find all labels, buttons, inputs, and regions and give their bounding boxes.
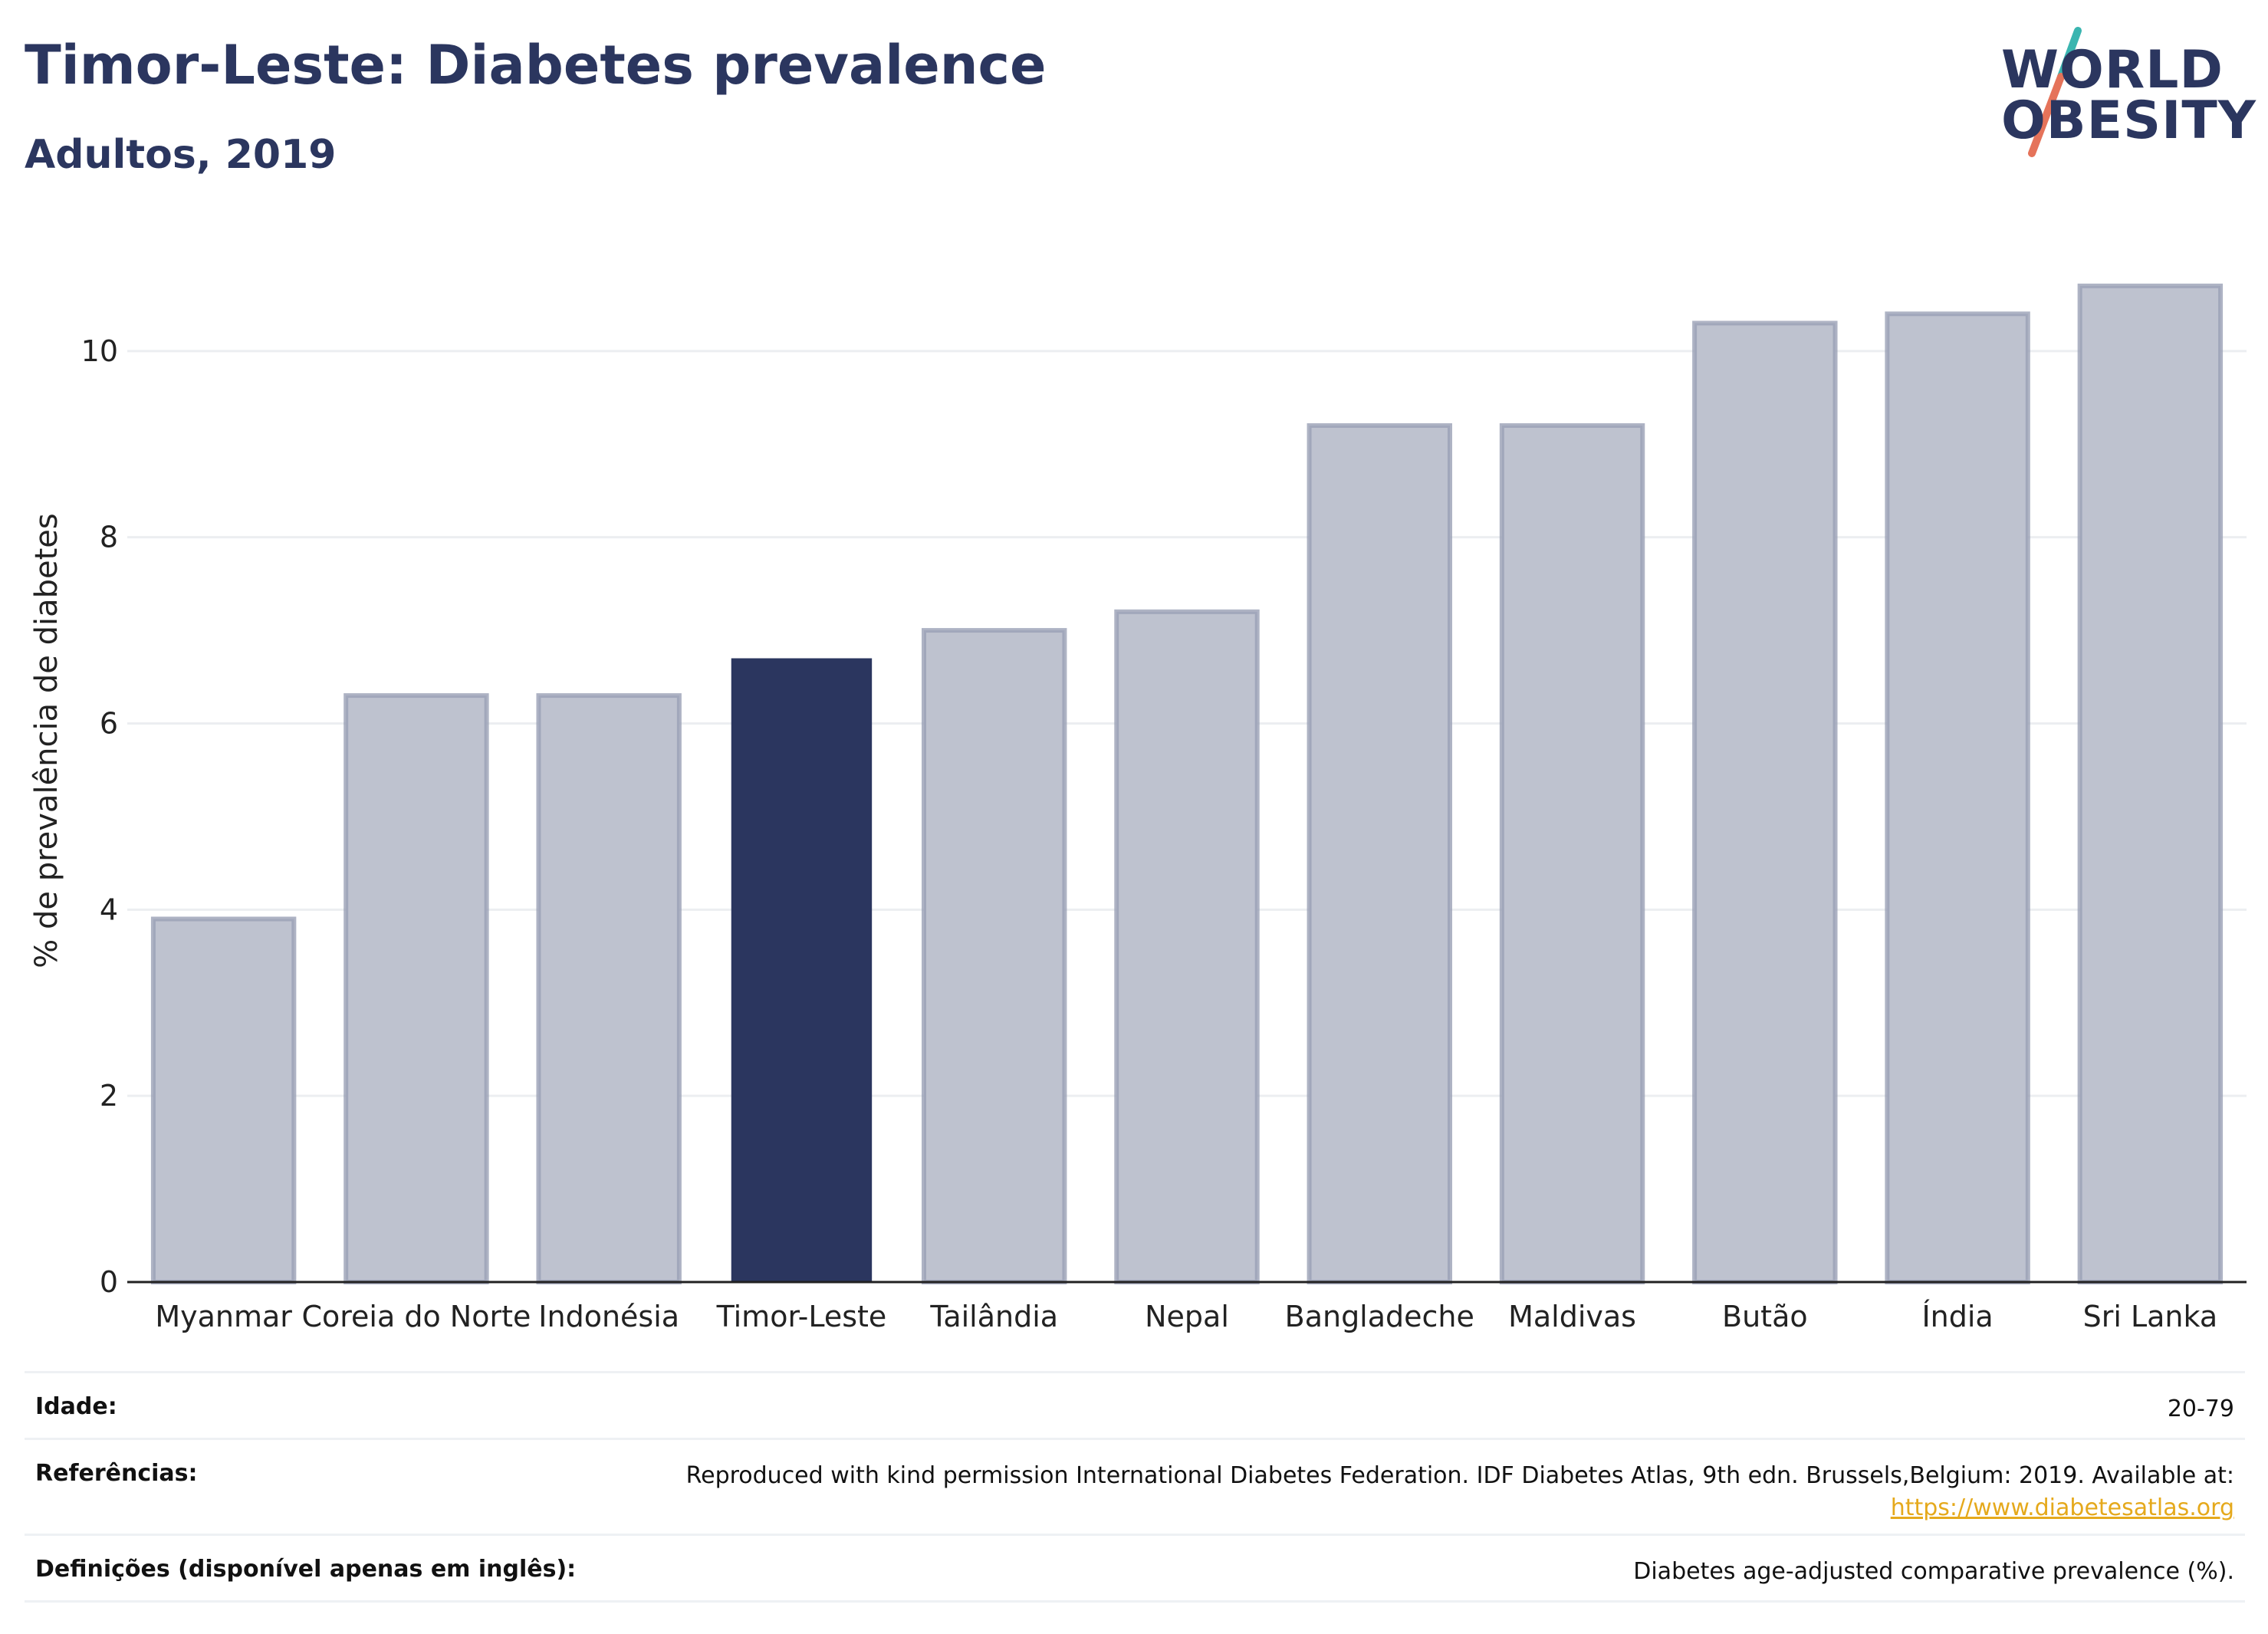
x-tick-label: Timor-Leste xyxy=(716,1300,887,1333)
y-tick-label: 6 xyxy=(100,707,118,741)
info-value-references: Reproduced with kind permission Internat… xyxy=(686,1460,2234,1524)
x-tick-label: Coreia do Norte xyxy=(301,1300,531,1333)
chart-title: Timor-Leste: Diabetes prevalence xyxy=(25,34,1047,97)
bar-sri-lanka xyxy=(2077,283,2224,1284)
y-axis-title: % de prevalência de diabetes xyxy=(29,513,64,968)
chart-subtitle: Adultos, 2019 xyxy=(25,132,337,178)
bar-tail-ndia xyxy=(922,628,1067,1284)
logo-slash-icon xyxy=(2028,27,2082,157)
x-tick-label: Índia xyxy=(1921,1300,1993,1333)
x-tick-label: Bangladeche xyxy=(1285,1300,1474,1333)
y-tick-label: 4 xyxy=(100,893,118,926)
axes: 0 2 4 6 8 10 Myanmar Coreia do Norte Indonésia Ti… xyxy=(81,334,2247,1333)
y-tick-label: 10 xyxy=(81,334,118,368)
bar-chart: 0 2 4 6 8 10 Myanmar Coreia do Norte Indonésia Ti… xyxy=(29,283,2247,1333)
info-label-age: Idade: xyxy=(35,1393,117,1420)
y-tick-label: 0 xyxy=(100,1265,118,1299)
bars xyxy=(150,283,2224,1285)
logo-text-world: WORLD xyxy=(2001,40,2224,100)
logo-text-obesity: OBESITY xyxy=(2001,90,2256,151)
x-tick-label: Butão xyxy=(1722,1300,1808,1333)
bar-timor-leste xyxy=(731,658,873,1282)
x-tick-label: Maldivas xyxy=(1508,1300,1636,1333)
x-tick-label: Sri Lanka xyxy=(2083,1300,2218,1333)
x-tick-label: Indonésia xyxy=(538,1300,679,1333)
diabetes-atlas-link[interactable]: https://www.diabetesatlas.org xyxy=(1890,1494,2234,1521)
info-value-age: 20-79 xyxy=(2167,1396,2234,1422)
y-tick-label: 8 xyxy=(100,521,118,554)
bar--ndia xyxy=(1885,311,2030,1285)
bar-myanmar xyxy=(150,916,297,1285)
info-value-definitions: Diabetes age-adjusted comparative preval… xyxy=(1633,1558,2234,1585)
bar-but-o xyxy=(1692,321,1838,1285)
bar-indon-sia xyxy=(536,693,682,1284)
bar-maldivas xyxy=(1499,422,1645,1284)
info-row-references: Referências: Reproduced with kind permis… xyxy=(25,1438,2245,1534)
x-tick-label: Myanmar xyxy=(155,1300,292,1333)
info-label-references: Referências: xyxy=(35,1460,198,1487)
bar-coreia-do-norte xyxy=(343,693,489,1284)
references-text: Reproduced with kind permission Internat… xyxy=(685,1462,2234,1489)
info-row-age: Idade: 20-79 xyxy=(25,1371,2245,1438)
y-tick-label: 2 xyxy=(100,1079,118,1113)
info-table: Idade: 20-79 Referências: Reproduced wit… xyxy=(25,1371,2245,1603)
bar-nepal xyxy=(1114,609,1260,1284)
x-tick-label: Tailândia xyxy=(929,1300,1058,1333)
info-label-definitions: Definições (disponível apenas em inglês)… xyxy=(35,1556,577,1583)
info-row-definitions: Definições (disponível apenas em inglês)… xyxy=(25,1534,2245,1603)
x-tick-label: Nepal xyxy=(1145,1300,1229,1333)
world-obesity-logo: WORLD OBESITY xyxy=(2001,23,2256,161)
bar-bangladeche xyxy=(1307,422,1452,1284)
